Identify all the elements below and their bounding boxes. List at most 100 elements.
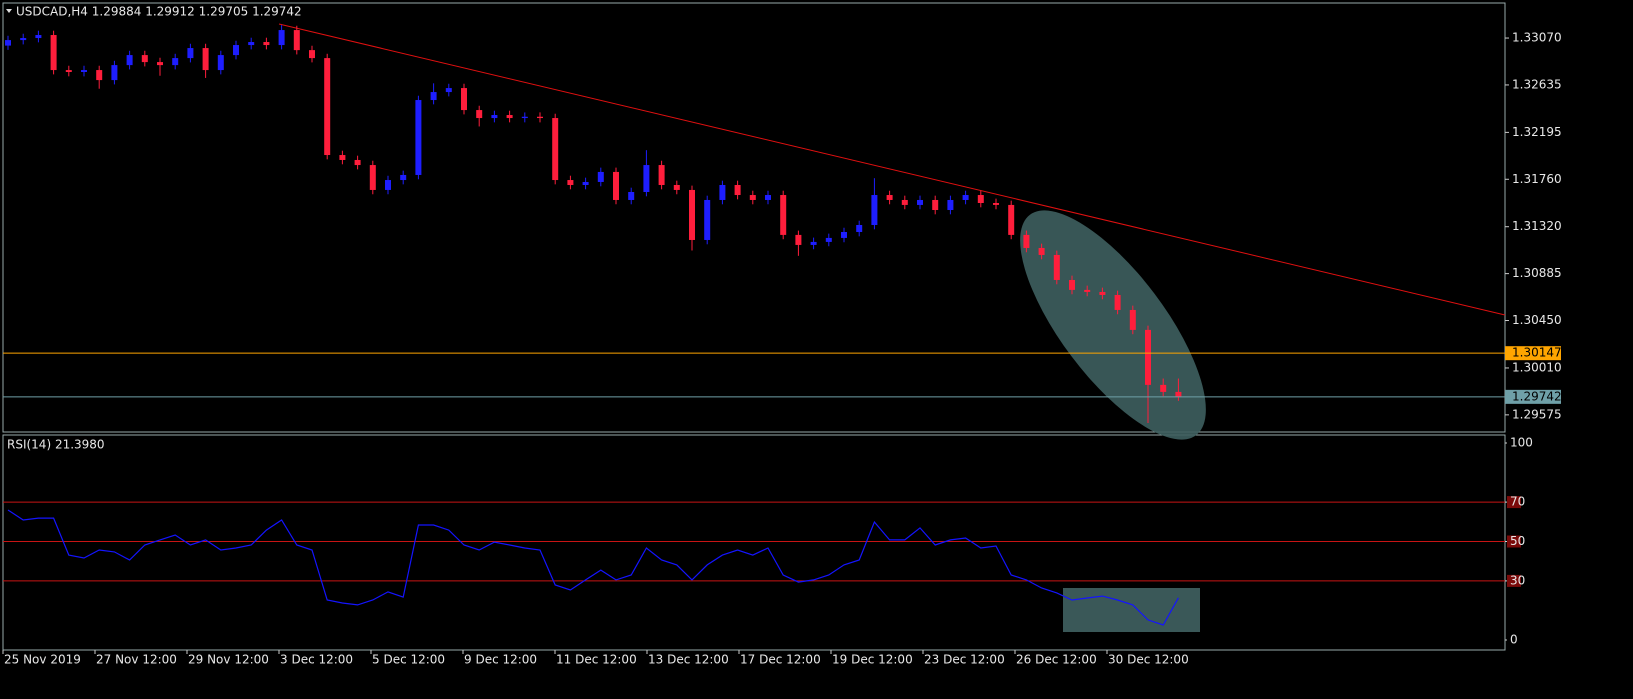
candle-body — [187, 48, 194, 59]
candle-body — [263, 42, 270, 46]
candle-body — [35, 35, 42, 39]
rsi-line — [7, 509, 1179, 626]
candle-body — [506, 115, 513, 119]
candle-body — [658, 165, 665, 185]
x-tick-label: 3 Dec 12:00 — [280, 653, 353, 667]
price-label: 1.30147 — [1512, 346, 1562, 360]
candle-body — [217, 55, 224, 71]
candle-body — [293, 30, 300, 51]
candle-body — [20, 38, 27, 41]
candle-body — [1084, 289, 1091, 292]
y-tick-label: 1.29575 — [1512, 407, 1562, 421]
candle-body — [400, 174, 407, 181]
candle-body — [1114, 294, 1121, 310]
candle-body — [947, 199, 954, 211]
candle-body — [628, 192, 635, 200]
candle-body — [1175, 391, 1182, 397]
candle-body — [613, 171, 619, 200]
candle-body — [886, 195, 893, 200]
y-tick-label: 0 — [1510, 633, 1518, 647]
candle-body — [65, 70, 72, 73]
candle-body — [552, 118, 559, 181]
price-label: 1.29742 — [1512, 389, 1562, 403]
trend-line — [278, 23, 1506, 316]
candle-body — [749, 195, 756, 200]
candle-body — [734, 184, 741, 196]
candle-body — [1053, 254, 1060, 280]
candle-body — [689, 189, 695, 240]
candle-body — [1099, 291, 1106, 295]
price-panel — [2, 2, 1506, 433]
candle-body — [278, 30, 285, 46]
candle-body — [537, 116, 543, 119]
candle-body — [521, 116, 528, 119]
candle-body — [1008, 204, 1015, 235]
candle-body — [430, 92, 437, 101]
candle-body — [491, 115, 498, 119]
y-tick-label: 1.30450 — [1512, 313, 1562, 327]
candle-body — [126, 55, 133, 66]
candle-body — [1160, 384, 1167, 392]
candle-body — [1069, 279, 1075, 290]
candle-body — [1023, 234, 1030, 248]
price-label-box — [1505, 346, 1561, 361]
y-tick-label: 1.32195 — [1512, 125, 1562, 139]
candle-body — [96, 70, 103, 81]
y-tick-label: 1.31320 — [1512, 219, 1562, 233]
candle-body — [172, 58, 179, 66]
candle-body — [111, 65, 118, 81]
rsi-title: RSI(14) 21.3980 — [7, 438, 105, 452]
candle-body — [871, 195, 878, 225]
candle-body — [567, 180, 574, 185]
candle-body — [324, 58, 331, 156]
x-tick-label: 27 Nov 12:00 — [96, 653, 177, 667]
y-tick-label: 70 — [1510, 495, 1525, 509]
x-tick-label: 30 Dec 12:00 — [1108, 653, 1189, 667]
candle-body — [157, 62, 163, 66]
y-tick-label: 50 — [1510, 534, 1525, 548]
candle-body — [825, 237, 832, 242]
y-tick-label: 30 — [1510, 573, 1525, 587]
candle-body — [309, 50, 315, 59]
x-tick-label: 29 Nov 12:00 — [188, 653, 269, 667]
candle-body — [673, 184, 680, 190]
candle-body — [901, 199, 908, 205]
highlight-ellipse — [1020, 210, 1206, 440]
candle-body — [993, 202, 999, 205]
candle-body — [81, 70, 87, 73]
candle-body — [582, 181, 589, 185]
level-label-box — [1507, 574, 1521, 587]
y-tick-label: 1.32635 — [1512, 77, 1562, 91]
collapse-icon — [6, 9, 12, 13]
candle-body — [597, 171, 604, 182]
rsi-panel — [2, 434, 1506, 651]
chart-title: USDCAD,H4 1.29884 1.29912 1.29705 1.2974… — [16, 5, 302, 19]
x-tick-label: 17 Dec 12:00 — [740, 653, 821, 667]
candle-body — [233, 45, 239, 56]
candle-body — [704, 199, 711, 240]
x-tick-label: 13 Dec 12:00 — [648, 653, 729, 667]
candle-body — [202, 48, 209, 71]
price-label-box — [1505, 389, 1561, 404]
candle-body — [795, 234, 802, 245]
candle-body — [461, 88, 467, 111]
x-tick-label: 5 Dec 12:00 — [372, 653, 445, 667]
y-tick-label: 100 — [1510, 436, 1533, 450]
x-tick-label: 19 Dec 12:00 — [832, 653, 913, 667]
candle-body — [841, 232, 847, 238]
y-tick-label: 1.31760 — [1512, 172, 1562, 186]
candle-body — [369, 165, 376, 190]
level-label-box — [1507, 535, 1521, 548]
candle-body — [977, 195, 984, 203]
candle-body — [248, 42, 255, 46]
candle-body — [476, 110, 483, 119]
candle-body — [415, 100, 422, 175]
candle-body — [445, 88, 452, 93]
candle-body — [339, 155, 346, 160]
candle-body — [50, 35, 57, 71]
candle-body — [810, 241, 817, 245]
x-tick-label: 23 Dec 12:00 — [924, 653, 1005, 667]
candle-body — [765, 195, 771, 200]
